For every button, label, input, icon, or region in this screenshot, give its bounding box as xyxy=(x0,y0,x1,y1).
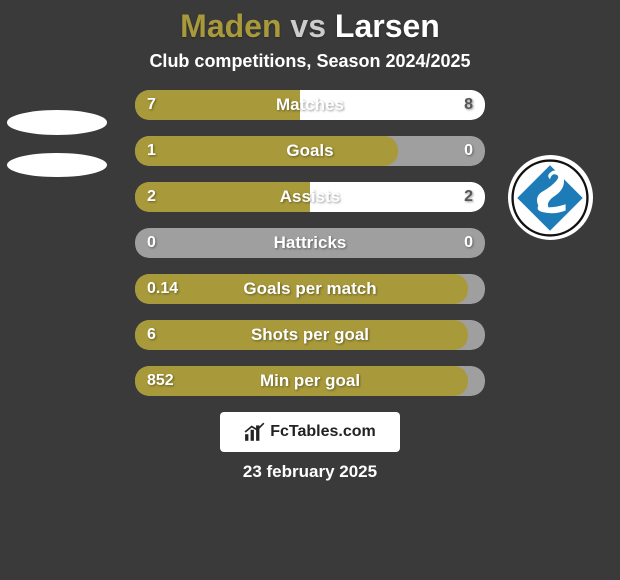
team-b-logo xyxy=(495,155,605,240)
stat-bar: 852Min per goal xyxy=(135,366,485,396)
stat-bar: 10Goals xyxy=(135,136,485,166)
stat-label: Matches xyxy=(135,90,485,120)
stat-label: Hattricks xyxy=(135,228,485,258)
team-b-badge xyxy=(508,155,593,240)
team-a-logo xyxy=(2,110,112,195)
stat-bar: 78Matches xyxy=(135,90,485,120)
stat-label: Shots per goal xyxy=(135,320,485,350)
vs-text: vs xyxy=(290,8,326,44)
brand-text: FcTables.com xyxy=(270,423,376,441)
player-b-name: Larsen xyxy=(335,8,440,44)
chart-icon xyxy=(244,421,266,443)
stat-label: Goals xyxy=(135,136,485,166)
stat-label: Assists xyxy=(135,182,485,212)
swan-diamond-icon xyxy=(511,159,589,237)
team-a-badge-placeholder xyxy=(7,153,107,178)
subtitle: Club competitions, Season 2024/2025 xyxy=(0,51,620,72)
brand-logo: FcTables.com xyxy=(220,412,400,452)
stat-bar: 0.14Goals per match xyxy=(135,274,485,304)
stat-bar: 6Shots per goal xyxy=(135,320,485,350)
team-a-badge-placeholder xyxy=(7,110,107,135)
page-title: Maden vs Larsen xyxy=(0,8,620,45)
stat-bar: 22Assists xyxy=(135,182,485,212)
stat-bar: 00Hattricks xyxy=(135,228,485,258)
footer-date: 23 february 2025 xyxy=(0,462,620,482)
stat-label: Goals per match xyxy=(135,274,485,304)
player-a-name: Maden xyxy=(180,8,281,44)
comparison-infographic: Maden vs Larsen Club competitions, Seaso… xyxy=(0,0,620,580)
stat-label: Min per goal xyxy=(135,366,485,396)
stats-bars: 78Matches 10Goals 22Assists 00Hattricks 0.14… xyxy=(135,90,485,396)
